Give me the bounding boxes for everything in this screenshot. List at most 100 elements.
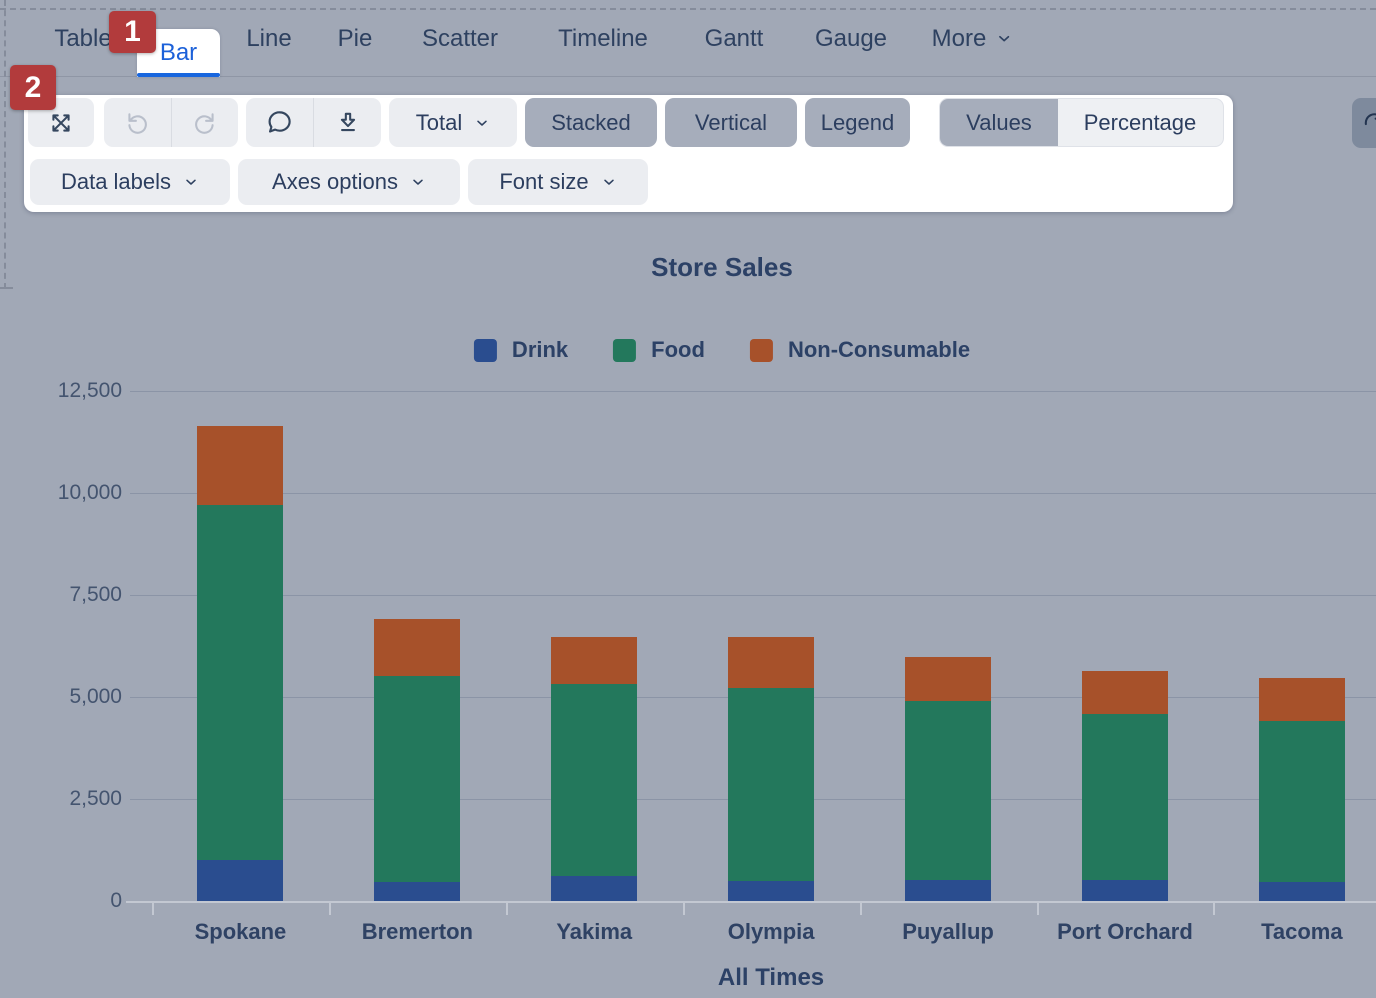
- reset-icon: [1364, 113, 1376, 126]
- tab-label: Line: [246, 24, 292, 52]
- x-axis-label: Port Orchard: [1057, 919, 1193, 944]
- undo-icon: [128, 112, 148, 134]
- active-tab-underline: [137, 73, 220, 77]
- y-axis-label: 0: [110, 889, 122, 912]
- bar-segment-non-consumable[interactable]: [1081, 671, 1168, 714]
- download-button[interactable]: [313, 98, 381, 147]
- tab-more[interactable]: More: [932, 0, 1013, 77]
- bar-segment-food[interactable]: [1081, 713, 1168, 880]
- chevron-down-icon: [603, 179, 614, 185]
- tab-label: Gauge: [814, 24, 888, 52]
- redo-button[interactable]: [170, 98, 239, 147]
- x-axis-tick: [859, 903, 862, 915]
- x-axis-label: Tacoma: [1261, 919, 1343, 944]
- values-segment[interactable]: Values: [940, 99, 1058, 146]
- bar-segment-drink[interactable]: [374, 881, 461, 901]
- bar-segment-food[interactable]: [1258, 721, 1345, 883]
- bar-segment-drink[interactable]: [1258, 882, 1345, 901]
- tab-label: Pie: [337, 24, 373, 52]
- tab-label: Table: [54, 24, 112, 52]
- annotation-badge-2: 2: [10, 65, 56, 110]
- bar-segment-food[interactable]: [374, 675, 461, 882]
- x-axis-tick: [505, 903, 508, 915]
- x-axis-title: All Times: [717, 964, 825, 991]
- tab-scatter[interactable]: Scatter: [422, 0, 498, 77]
- percentage-label: Percentage: [1083, 109, 1197, 135]
- gridline: [130, 390, 1376, 392]
- tab-gantt[interactable]: Gantt: [705, 0, 764, 77]
- bar-segment-food[interactable]: [197, 505, 284, 861]
- comment-button[interactable]: [246, 98, 313, 147]
- chevron-down-icon: [477, 120, 488, 126]
- total-dropdown[interactable]: Total: [389, 98, 517, 147]
- legend-toggle[interactable]: Legend: [805, 98, 910, 147]
- legend-item-non-consumable[interactable]: Non-Consumable: [749, 337, 971, 363]
- x-axis-label: Spokane: [194, 919, 287, 944]
- legend-label: Food: [651, 337, 705, 362]
- tab-pie[interactable]: Pie: [338, 0, 373, 77]
- bar-segment-non-consumable[interactable]: [197, 425, 284, 506]
- vertical-label: Vertical: [694, 109, 768, 135]
- chevron-down-icon: [998, 35, 1009, 42]
- x-axis-label: Puyallup: [902, 919, 994, 944]
- bar-segment-drink[interactable]: [905, 879, 992, 901]
- font-size-dropdown[interactable]: Font size: [468, 159, 648, 205]
- undo-redo-group: [104, 98, 238, 147]
- values-label: Values: [966, 109, 1032, 135]
- bar-segment-non-consumable[interactable]: [905, 656, 992, 702]
- stacked-toggle[interactable]: Stacked: [525, 98, 657, 147]
- bar-segment-drink[interactable]: [197, 860, 284, 901]
- bar-segment-non-consumable[interactable]: [728, 637, 815, 688]
- tab-label: Timeline: [558, 24, 648, 52]
- legend-item-drink[interactable]: Drink: [473, 337, 569, 363]
- bar-segment-food[interactable]: [551, 683, 638, 876]
- tab-bar[interactable]: Bar: [137, 29, 220, 77]
- legend-label: Drink: [511, 337, 569, 362]
- values-percentage-segment: Values Percentage: [939, 98, 1224, 147]
- comment-download-group: [246, 98, 381, 147]
- bar-segment-non-consumable[interactable]: [374, 619, 461, 676]
- font-size-label: Font size: [499, 169, 589, 194]
- x-axis-tick: [152, 903, 154, 915]
- x-axis-label: Yakima: [556, 919, 633, 944]
- tab-label: Scatter: [421, 24, 499, 52]
- data-labels-label: Data labels: [60, 169, 172, 194]
- reset-button[interactable]: [1352, 98, 1376, 148]
- data-labels-dropdown[interactable]: Data labels: [30, 159, 230, 205]
- axes-options-label: Axes options: [272, 169, 398, 194]
- x-axis-tick: [328, 903, 331, 915]
- y-axis-label: 2,500: [69, 787, 122, 810]
- gridline: [130, 594, 1376, 596]
- undo-button[interactable]: [104, 98, 171, 147]
- bar-segment-non-consumable[interactable]: [551, 637, 638, 684]
- axes-options-dropdown[interactable]: Axes options: [238, 159, 460, 205]
- legend-swatch: [613, 338, 637, 362]
- bar-segment-food[interactable]: [728, 687, 815, 881]
- selection-dashed-line-left: [4, 0, 6, 289]
- legend-label: Non-Consumable: [787, 337, 971, 362]
- tab-gauge[interactable]: Gauge: [815, 0, 887, 77]
- chevron-down-icon: [413, 179, 423, 185]
- redo-icon: [194, 112, 214, 134]
- legend-item-food[interactable]: Food: [613, 337, 705, 363]
- chart-type-tabs: Table Line Pie Scatter Timeline Gantt Ga…: [0, 0, 1376, 77]
- tab-line[interactable]: Line: [246, 0, 291, 77]
- x-axis-label: Bremerton: [361, 919, 473, 944]
- tab-label: Bar: [159, 39, 198, 66]
- vertical-toggle[interactable]: Vertical: [665, 98, 797, 147]
- y-axis-label: 12,500: [57, 379, 122, 402]
- bar-segment-food[interactable]: [905, 701, 992, 880]
- bar-segment-drink[interactable]: [1081, 879, 1168, 901]
- bar-segment-drink[interactable]: [551, 875, 638, 901]
- tab-label: Gantt: [704, 24, 764, 52]
- tab-timeline[interactable]: Timeline: [558, 0, 648, 77]
- chart-title: Store Sales: [651, 252, 793, 282]
- download-icon: [340, 112, 355, 131]
- tab-label: More: [931, 24, 987, 52]
- bar-segment-non-consumable[interactable]: [1258, 678, 1345, 722]
- bar-segment-drink[interactable]: [728, 881, 815, 901]
- annotation-badge-1: 1: [109, 11, 156, 53]
- tab-table[interactable]: Table: [54, 0, 111, 77]
- percentage-segment[interactable]: Percentage: [1058, 99, 1222, 146]
